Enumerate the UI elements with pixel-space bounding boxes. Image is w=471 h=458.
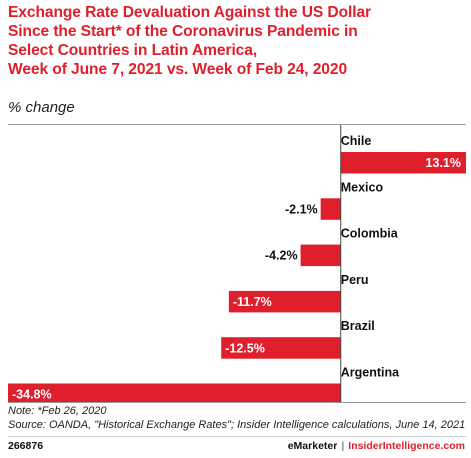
bar-colombia: [300, 244, 341, 267]
chart-source: Source: OANDA, "Historical Exchange Rate…: [8, 419, 466, 431]
bar-chile: [340, 152, 466, 174]
category-label-mexico: Mexico: [341, 180, 384, 194]
category-label-colombia: Colombia: [341, 227, 399, 241]
category-label-chile: Chile: [341, 134, 372, 148]
data-label-argentina: -34.8%: [12, 388, 52, 402]
data-label-colombia: -4.2%: [265, 249, 298, 263]
brand-emarketer: eMarketer: [287, 440, 338, 452]
chart-note: Note: *Feb 26, 2020: [8, 405, 107, 417]
data-label-brazil: -12.5%: [225, 341, 265, 355]
data-label-peru: -11.7%: [233, 295, 272, 309]
title-line-4: Week of June 7, 2021 vs. Week of Feb 24,…: [8, 61, 348, 78]
category-label-argentina: Argentina: [341, 366, 400, 380]
bar-chart: Chile 13.1% Mexico -2.1% Colombia -4.2% Peru -1…: [8, 125, 466, 402]
brand-footer: eMarketer | InsiderIntelligence.com: [288, 440, 465, 452]
bottom-divider: [8, 402, 466, 403]
footer-divider: [8, 436, 466, 437]
title-line-3: Select Countries in Latin America,: [8, 42, 258, 59]
data-label-chile: 13.1%: [426, 156, 461, 170]
category-label-brazil: Brazil: [341, 319, 375, 333]
bar-peru: [228, 290, 341, 313]
title-line-2: Since the Start* of the Coronavirus Pand…: [8, 23, 358, 40]
bar-argentina: [8, 383, 341, 402]
brand-insider-intelligence-link[interactable]: InsiderIntelligence.com: [348, 440, 465, 452]
bar-brazil: [221, 337, 341, 359]
category-label-peru: Peru: [341, 273, 369, 287]
data-label-mexico: -2.1%: [285, 202, 318, 216]
chart-title: Exchange Rate Devaluation Against the US…: [8, 3, 466, 79]
chart-id: 266876: [8, 440, 44, 452]
title-line-1: Exchange Rate Devaluation Against the US…: [8, 4, 371, 21]
chart-subtitle: % change: [8, 99, 75, 116]
top-divider: [8, 124, 466, 125]
brand-separator: |: [341, 440, 345, 452]
bar-mexico: [320, 198, 341, 220]
